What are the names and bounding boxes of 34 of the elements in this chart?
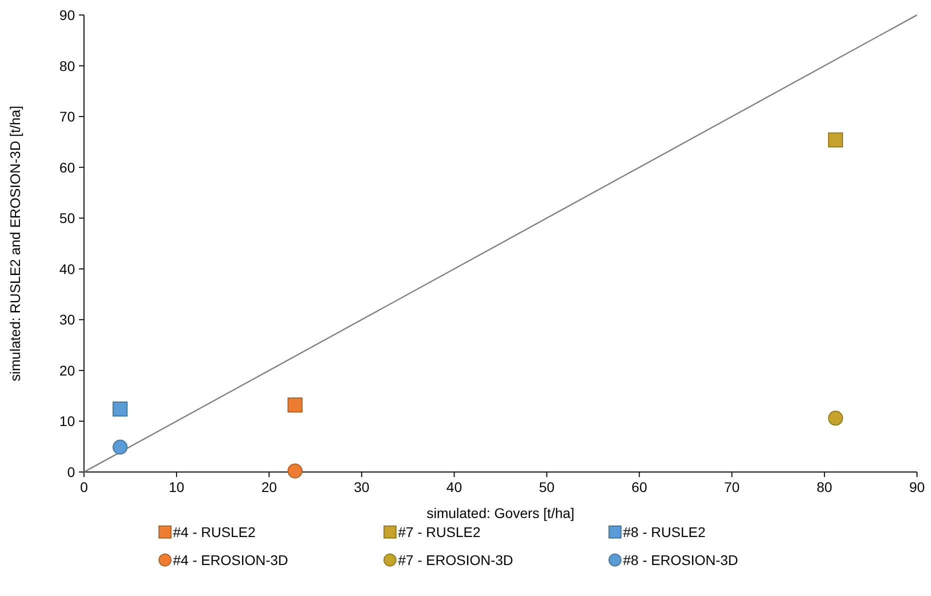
legend-label: #8 - EROSION-3D xyxy=(623,552,738,568)
legend-label: #4 - RUSLE2 xyxy=(173,524,256,540)
y-tick-label: 70 xyxy=(59,108,76,125)
legend-label: #4 - EROSION-3D xyxy=(173,552,288,568)
point xyxy=(288,397,303,412)
y-tick-label: 20 xyxy=(59,362,76,378)
point xyxy=(112,402,128,417)
point xyxy=(288,463,303,478)
x-tick-label: 0 xyxy=(80,479,88,495)
x-axis-title: simulated: Govers [t/ha] xyxy=(426,505,574,521)
x-tick-label: 90 xyxy=(909,479,925,495)
point xyxy=(112,440,128,455)
y-tick-label: 40 xyxy=(59,260,76,277)
point xyxy=(828,132,844,148)
y-tick-label: 30 xyxy=(59,312,76,328)
legend-label: #8 - RUSLE2 xyxy=(623,524,706,540)
legend-label: #7 - EROSION-3D xyxy=(398,552,514,568)
x-tick-label: 20 xyxy=(261,479,278,495)
y-tick-label: 0 xyxy=(67,464,76,480)
legend-label: #7 - RUSLE2 xyxy=(398,524,481,540)
y-tick-label: 60 xyxy=(59,159,76,176)
y-axis-title: simulated: RUSLE2 and EROSION-3D [t/ha] xyxy=(7,106,23,382)
x-tick-label: 60 xyxy=(632,479,648,495)
x-tick-label: 40 xyxy=(446,479,462,495)
y-tick-label: 10 xyxy=(59,413,76,430)
x-tick-label: 50 xyxy=(538,479,555,495)
y-tick-label: 80 xyxy=(59,58,76,74)
point xyxy=(828,410,844,426)
x-tick-label: 10 xyxy=(168,479,185,495)
x-tick-label: 70 xyxy=(724,479,740,495)
y-tick-label: 50 xyxy=(59,210,76,226)
y-tick-label: 90 xyxy=(59,7,76,23)
x-tick-label: 30 xyxy=(354,479,370,495)
x-tick-label: 80 xyxy=(816,479,832,495)
